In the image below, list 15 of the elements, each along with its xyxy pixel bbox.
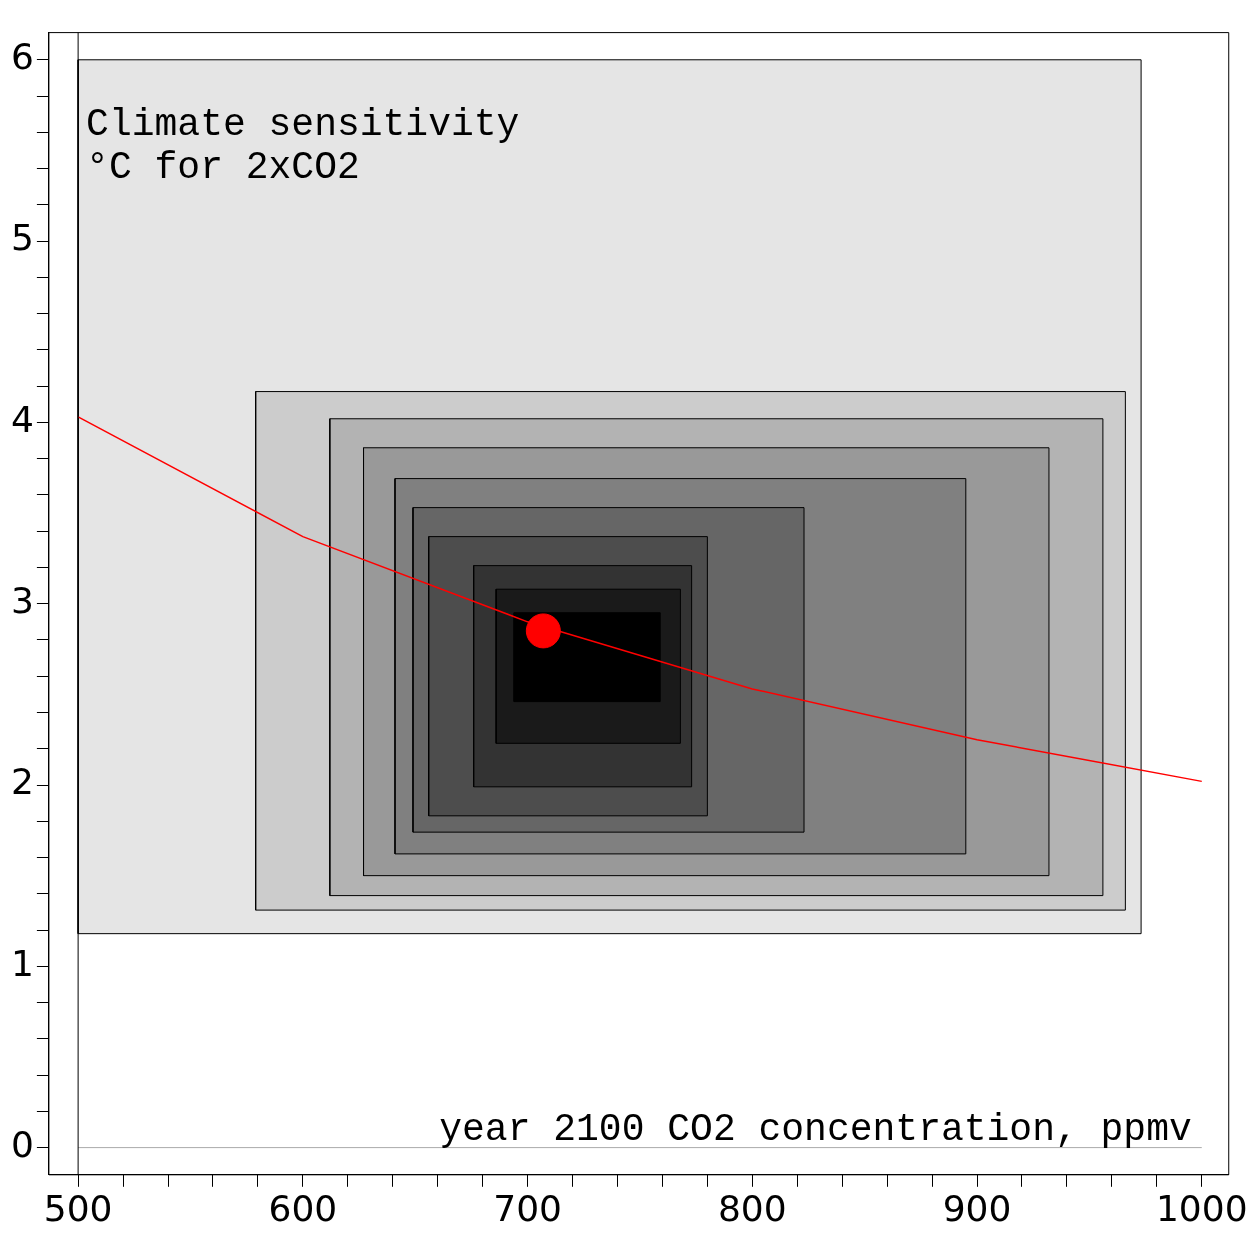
x-tick-label: 600 xyxy=(268,1187,338,1229)
x-tick-label: 700 xyxy=(493,1187,562,1229)
y-tick-label: 5 xyxy=(11,217,34,259)
y-tick-label: 2 xyxy=(11,761,34,803)
y-axis-title: Climate sensitivity °C for 2xCO2 xyxy=(86,102,520,189)
x-tick-label: 1000 xyxy=(1155,1187,1248,1229)
x-tick-label: 900 xyxy=(942,1187,1012,1229)
y-tick-label: 6 xyxy=(11,36,34,78)
x-axis-title: year 2100 CO2 concentration, ppmv xyxy=(439,1107,1192,1151)
y-tick-label: 4 xyxy=(11,398,34,440)
y-tick-label: 1 xyxy=(11,942,34,984)
y-tick-label: 3 xyxy=(11,580,34,622)
x-tick-label: 800 xyxy=(717,1187,787,1229)
x-tick-label: 500 xyxy=(43,1187,113,1229)
y-tick-label: 0 xyxy=(11,1123,34,1165)
